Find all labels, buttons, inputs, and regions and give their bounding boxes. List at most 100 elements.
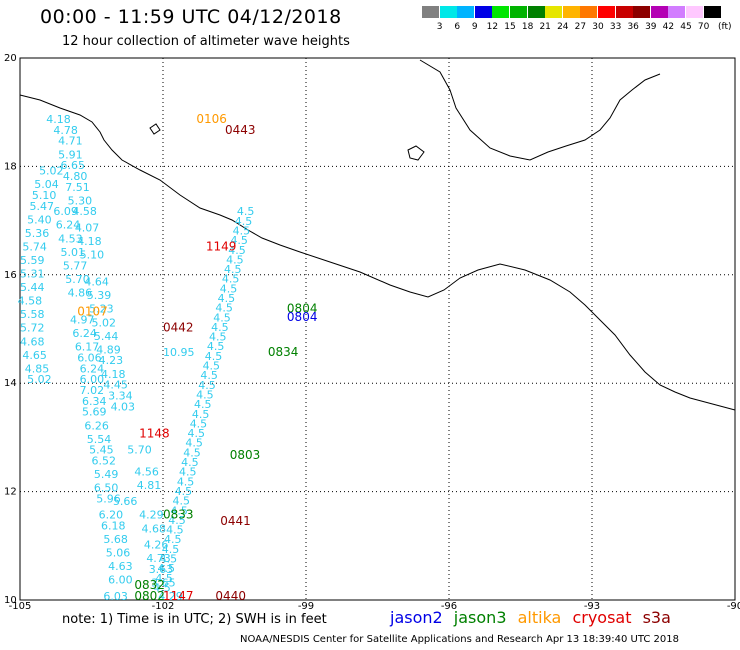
wave-height-label: 5.47: [30, 200, 55, 213]
wave-height-label: 5.69: [82, 406, 107, 419]
wave-height-label: 4.07: [75, 221, 100, 234]
wave-height-label: 5.40: [27, 213, 52, 226]
legend-altika: altika: [517, 608, 562, 627]
wave-height-label: 4.29: [139, 509, 164, 522]
legend-jason3: jason3: [453, 608, 507, 627]
track-value-mark: 4.5: [170, 504, 188, 517]
legend-jason2: jason2: [390, 608, 443, 627]
track-value-mark: 4.5: [173, 495, 191, 508]
wave-height-label: 4.26: [144, 539, 169, 552]
wave-height-label: 4.23: [99, 354, 124, 367]
track-value-mark: 4.5: [230, 234, 248, 247]
wave-height-label: 3.34: [108, 389, 133, 402]
track-value-mark: 4.5: [158, 562, 176, 575]
track-value-mark: 4.5: [179, 466, 197, 479]
track-value-mark: 4.5: [207, 340, 225, 353]
track-value-mark: 4.5: [205, 350, 223, 363]
wave-height-label: 6.06: [77, 352, 102, 365]
pass-time-label: 0106: [196, 112, 227, 126]
colorbar-swatch: [474, 6, 492, 18]
track-value-mark: 4.5: [175, 485, 193, 498]
wave-height-label: 4.18: [101, 368, 126, 381]
wave-height-label: 5.44: [20, 281, 45, 294]
wave-height-label: 4.97: [70, 314, 95, 327]
wave-height-label: 5.45: [89, 444, 114, 457]
wave-height-label: 5.74: [22, 240, 46, 253]
colorbar-label: 6: [454, 22, 461, 32]
wave-height-label: 6.34: [82, 395, 107, 408]
wave-height-label: 5.58: [20, 308, 45, 321]
wave-height-label: 3.63: [149, 563, 174, 576]
altimeter-map: 4.184.784.715.916.654.805.025.04 7.515.10…: [4, 53, 740, 610]
wave-height-label: 6.24: [72, 327, 97, 340]
y-tick-label: 18: [4, 161, 17, 172]
wave-height-label: 4.03: [111, 400, 136, 413]
wave-height-label: 6.18: [101, 520, 126, 533]
track-value-mark: 4.5: [181, 456, 199, 469]
wave-height-label: 5.66: [113, 495, 138, 508]
pass-time-label: 0804: [287, 310, 318, 324]
colorbar-label: 30: [592, 22, 604, 32]
wave-height-label: 4.64: [84, 276, 109, 289]
colorbar-label: 3: [436, 22, 443, 32]
pass-time-label: 1149: [206, 239, 237, 253]
colorbar-label: 39: [645, 22, 657, 32]
colorbar-swatch: [703, 6, 721, 18]
wave-height-label: 5.59: [20, 254, 45, 267]
colorbar-swatch: [598, 6, 615, 18]
wave-height-label: 6.03: [103, 590, 128, 603]
wave-height-label: 5.72: [20, 322, 45, 335]
wave-height-label: 5.39: [87, 289, 112, 302]
colorbar-label: 70: [697, 22, 710, 32]
wave-height-label: 4.80: [63, 170, 88, 183]
colorbar-label: 45: [680, 22, 692, 32]
pass-time-label: 0833: [163, 508, 194, 522]
pass-time-label: 0832: [134, 578, 165, 592]
track-value-mark: 4.5: [164, 533, 182, 546]
track-value-mark: 4.5: [200, 369, 218, 382]
track-value-mark: 4.5: [192, 408, 210, 421]
track-value-mark: 4.5: [177, 475, 195, 488]
wave-height-values: 4.184.784.715.916.654.805.025.04 7.515.10…: [18, 113, 255, 603]
wave-height-label: 5.02: [27, 373, 52, 386]
wave-height-label: 4.85: [25, 362, 50, 375]
colorbar-swatch: [650, 6, 668, 18]
y-tick-label: 14: [4, 378, 17, 389]
colorbar-swatch: [615, 6, 633, 18]
track-value-mark: 4.5: [162, 543, 180, 556]
pass-time-label: 0443: [225, 123, 256, 137]
wave-height-label: 4.78: [53, 124, 78, 137]
colorbar-swatch: [545, 6, 563, 18]
wave-height-label: 5.96: [96, 492, 121, 505]
pass-time-label: 0442: [163, 321, 194, 335]
track-value-mark: 4.5: [203, 360, 221, 373]
y-tick-label: 10: [4, 595, 17, 606]
wave-height-label: 6.00: [108, 574, 133, 587]
track-value-mark: 4.5: [226, 253, 244, 266]
track-value-mark: 4.5: [196, 388, 214, 401]
track-value-mark: 4.5: [198, 379, 216, 392]
colorbar-swatch: [562, 6, 580, 18]
map-title: 00:00 - 11:59 UTC 04/12/2018: [40, 6, 342, 28]
track-value-mark: 4.5: [222, 273, 240, 286]
x-tick-label: -102: [152, 601, 175, 610]
mexico-coastline: [19, 94, 736, 411]
colorbar-swatch: [668, 6, 686, 18]
colorbar-swatch: [510, 6, 527, 18]
colorbar-label: 33: [609, 22, 622, 32]
yucatan-coastline: [419, 59, 661, 161]
wave-height-label: 4.89: [96, 343, 121, 356]
wave-height-label: 5.10: [80, 249, 105, 262]
wave-height-label: 5.30: [68, 194, 93, 207]
colorbar-label: 15: [504, 22, 516, 32]
wave-height-label: 5.91: [58, 148, 82, 161]
track-value-mark: 4.5: [233, 224, 251, 237]
wave-height-label: 4.58: [18, 295, 43, 308]
wave-height-label: 6.20: [99, 509, 124, 522]
wave-height-label: 5.77: [63, 259, 88, 272]
wave-height-label: 5.44: [94, 330, 119, 343]
wave-height-label: 5.49: [94, 468, 119, 481]
wave-height-label: 5.01: [61, 246, 85, 259]
wave-height-label: 4.86: [68, 286, 93, 299]
pass-time-label: 0440: [215, 589, 246, 603]
